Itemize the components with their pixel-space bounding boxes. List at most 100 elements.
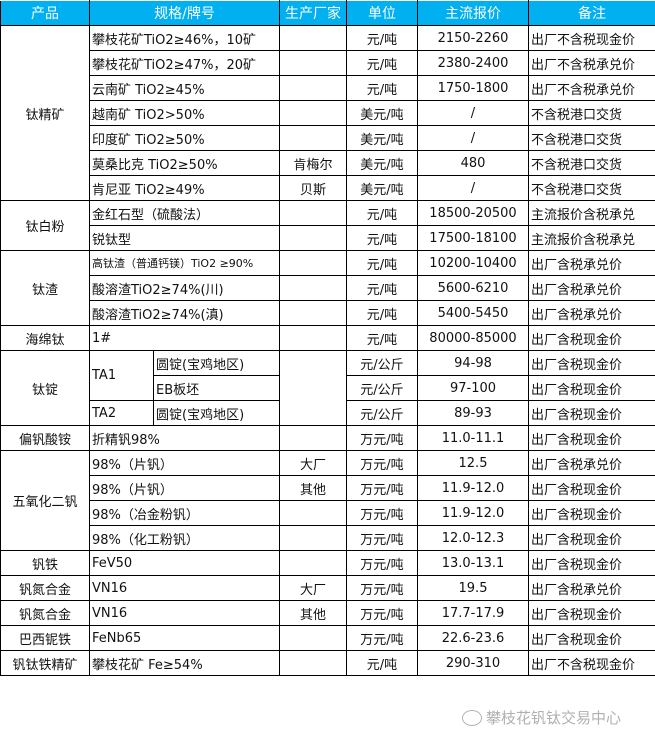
note-cell: 不含税港口交货 (528, 125, 655, 151)
spec-cell: 金红石型（硫酸法） (89, 200, 280, 226)
table-row: 云南矿 TiO2≥45% 元/吨 1750-1800 出厂不含税承兑价 (1, 75, 655, 101)
unit-cell: 万元/吨 (346, 475, 418, 501)
price-cell: 22.6-23.6 (417, 625, 529, 651)
unit-cell: 元/吨 (346, 325, 418, 351)
table-row: 莫桑比克 TiO2≥50% 肯梅尔 美元/吨 480 不含税港口交货 (1, 150, 655, 176)
note-cell: 出厂含税承兑价 (528, 275, 655, 301)
note-cell: 不含税港口交货 (528, 150, 655, 176)
table-row: 钛锭 TA1 圆锭(宝鸡地区) 元/公斤 94-98 出厂含税现金价 (0, 350, 655, 426)
spec-cell: 98%（片钒） (89, 475, 280, 501)
product-cell: 巴西铌铁 (0, 625, 90, 651)
spec-cell: 肯尼亚 TiO2≥49% (89, 175, 280, 201)
maker-cell (279, 250, 347, 276)
note-cell: 出厂不含税现金价 (528, 650, 655, 676)
maker-cell (279, 225, 347, 251)
unit-cell: 美元/吨 (346, 100, 418, 126)
spec-cell: 云南矿 TiO2≥45% (89, 75, 280, 101)
note-cell: 不含税港口交货 (528, 100, 655, 126)
unit-cell: 万元/吨 (346, 425, 418, 451)
table-row: 酸溶渣TiO2≥74%(滇) 元/吨 5400-5450 出厂含税承兑价 (1, 300, 655, 326)
product-cell: 钒氮合金 (0, 600, 90, 626)
maker-cell (279, 275, 347, 301)
maker-cell: 大厂 (279, 450, 347, 476)
price-cell: / (417, 100, 529, 126)
unit-cell: 万元/吨 (346, 500, 418, 526)
unit-cell: 元/公斤 (346, 350, 418, 376)
unit-cell: 万元/吨 (346, 450, 418, 476)
unit-cell: 元/吨 (346, 25, 418, 51)
spec-cell: 折精钒98% (89, 425, 280, 451)
table-row: 五氧化二钒 98%（片钒） 大厂 万元/吨 12.5 出厂含税承兑价 (0, 450, 655, 551)
price-cell: 89-93 (417, 400, 529, 426)
maker-cell (279, 525, 347, 551)
table-row: 钛渣 高钛渣（普通钙镁）TiO2 ≥90% 元/吨 10200-10400 出厂含税承兑… (0, 250, 655, 326)
price-cell: 11.0-11.1 (417, 425, 529, 451)
product-cell: 钒钛铁精矿 (0, 650, 90, 676)
price-cell: 2380-2400 (417, 50, 529, 76)
product-cell: 钛白粉 (0, 200, 90, 251)
price-cell: 2150-2260 (417, 25, 529, 51)
header-product: 产品 (0, 0, 90, 26)
table-row: EB板坯 元/公斤 97-100 出厂含税现金价 (1, 375, 655, 401)
note-cell: 出厂含税现金价 (528, 625, 655, 651)
spec-cell: 攀枝花矿TiO2≥46%，10矿 (89, 25, 280, 51)
note-cell: 出厂含税承兑价 (528, 300, 655, 326)
note-cell: 出厂含税现金价 (528, 350, 655, 376)
table-row: 钛精矿 攀枝花矿TiO2≥46%，10矿 元/吨 2150-2260 出厂不含税现金价 (0, 25, 655, 201)
price-table: 产品 规格/牌号 生产厂家 单位 主流报价 备注 钛精矿 攀枝花矿TiO2≥46%… (0, 0, 655, 676)
unit-cell: 元/吨 (346, 650, 418, 676)
maker-cell (279, 325, 347, 351)
note-cell: 出厂含税现金价 (528, 600, 655, 626)
price-cell: 17500-18100 (417, 225, 529, 251)
unit-cell: 元/吨 (346, 75, 418, 101)
table-row: TA2 圆锭(宝鸡地区) 元/公斤 89-93 出厂含税现金价 (1, 400, 655, 426)
spec-cell: 1# (89, 325, 280, 351)
maker-cell: 肯梅尔 (279, 150, 347, 176)
header-unit: 单位 (346, 0, 418, 26)
spec-cell: 98%（化工粉钒） (89, 525, 280, 551)
header-maker: 生产厂家 (279, 0, 347, 26)
unit-cell: 万元/吨 (346, 525, 418, 551)
table-row: 钒钛铁精矿 攀枝花矿 Fe≥54% 元/吨 290-310 出厂不含税现金价 (0, 650, 655, 676)
table-row: 钒铁 FeV50 万元/吨 13.0-13.1 出厂含税现金价 (0, 550, 655, 576)
maker-cell (279, 500, 347, 526)
spec-cell: 攀枝花矿TiO2≥47%，20矿 (89, 50, 280, 76)
note-cell: 出厂含税现金价 (528, 550, 655, 576)
maker-cell (279, 25, 347, 51)
note-cell: 出厂含税现金价 (528, 525, 655, 551)
price-cell: 97-100 (417, 375, 529, 401)
unit-cell: 美元/吨 (346, 175, 418, 201)
note-cell: 出厂不含税现金价 (528, 25, 655, 51)
price-cell: 10200-10400 (417, 250, 529, 276)
note-cell: 出厂含税承兑价 (528, 250, 655, 276)
price-cell: 290-310 (417, 650, 529, 676)
price-cell: / (417, 125, 529, 151)
table-row: 海绵钛 1# 元/吨 80000-85000 出厂含税现金价 (0, 325, 655, 351)
table-row: 钛白粉 金红石型（硫酸法） 元/吨 18500-20500 主流报价含税承兑 (0, 200, 655, 251)
unit-cell: 元/吨 (346, 50, 418, 76)
unit-cell: 万元/吨 (346, 625, 418, 651)
table-row: 98%（冶金粉钒） 万元/吨 11.9-12.0 出厂含税现金价 (1, 500, 655, 526)
spec-cell: FeNb65 (89, 625, 280, 651)
price-cell: 480 (417, 150, 529, 176)
price-cell: 5600-6210 (417, 275, 529, 301)
table-row: 钒氮合金 VN16 大厂 万元/吨 19.5 出厂含税承兑价 (0, 575, 655, 601)
unit-cell: 元/吨 (346, 250, 418, 276)
unit-cell: 元/吨 (346, 300, 418, 326)
price-cell: / (417, 175, 529, 201)
spec-cell: VN16 (89, 600, 280, 626)
note-cell: 主流报价含税承兑 (528, 200, 655, 226)
maker-cell (279, 300, 347, 326)
maker-cell: 大厂 (279, 575, 347, 601)
spec-cell: 酸溶渣TiO2≥74%(川) (89, 275, 280, 301)
note-cell: 不含税港口交货 (528, 175, 655, 201)
header-row: 产品 规格/牌号 生产厂家 单位 主流报价 备注 (0, 0, 655, 26)
table-body: 钛精矿 攀枝花矿TiO2≥46%，10矿 元/吨 2150-2260 出厂不含税现金价攀… (0, 25, 655, 676)
table-row: 98%（片钒） 其他 万元/吨 11.9-12.0 出厂含税现金价 (1, 475, 655, 501)
maker-cell (279, 75, 347, 101)
table-row: 攀枝花矿TiO2≥47%，20矿 元/吨 2380-2400 出厂不含税承兑价 (1, 50, 655, 76)
spec-cell: 高钛渣（普通钙镁）TiO2 ≥90% (89, 250, 280, 276)
unit-cell: 美元/吨 (346, 150, 418, 176)
price-cell: 80000-85000 (417, 325, 529, 351)
table-row: 98%（化工粉钒） 万元/吨 12.0-12.3 出厂含税现金价 (1, 525, 655, 551)
